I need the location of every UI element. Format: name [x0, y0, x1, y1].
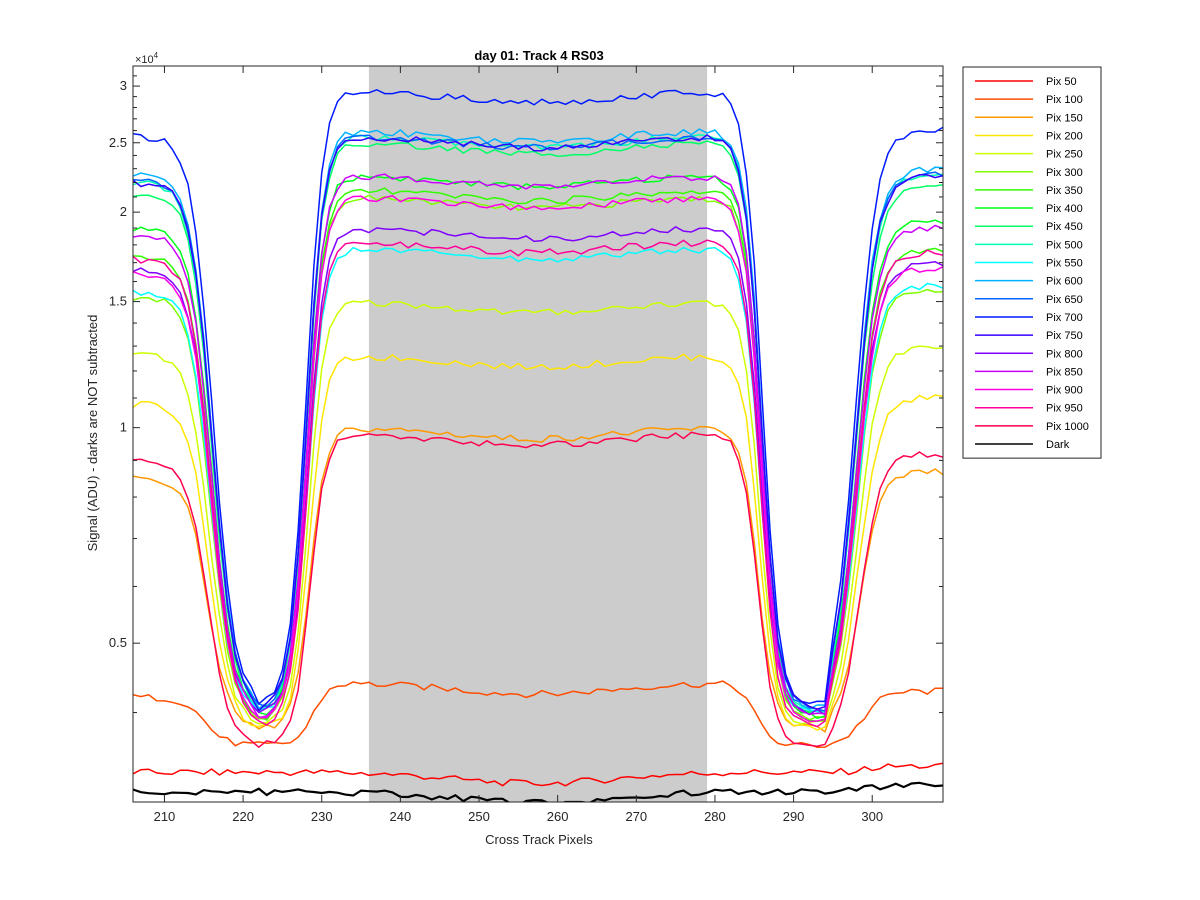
x-tick-label: 220 — [232, 809, 254, 824]
legend: Pix 50 Pix 100 Pix 150 Pix 200 Pix 250 Pix 30… — [962, 66, 1102, 459]
legend-label: Pix 100 — [1046, 94, 1083, 106]
legend-label: Pix 300 — [1046, 167, 1083, 179]
legend-label: Dark — [1046, 439, 1070, 451]
axes-box — [132, 65, 944, 803]
series-line-pix-750 — [133, 133, 943, 712]
x-tick-label: 240 — [390, 809, 412, 824]
series-line-pix-700 — [133, 88, 943, 706]
series-line-dark — [133, 781, 943, 802]
legend-label: Pix 450 — [1046, 221, 1083, 233]
x-tick-label: 260 — [547, 809, 569, 824]
x-axis-label: Cross Track Pixels — [485, 832, 593, 847]
y-tick-label: 3 — [120, 78, 127, 93]
legend-label: Pix 150 — [1046, 112, 1083, 124]
legend-label: Pix 200 — [1046, 130, 1083, 142]
x-tick-label: 250 — [468, 809, 490, 824]
x-tick-label: 300 — [861, 809, 883, 824]
series-lines — [133, 88, 943, 802]
legend-label: Pix 750 — [1046, 330, 1083, 342]
y-exponent-base: ×10 — [135, 54, 154, 66]
series-line-pix-650 — [133, 134, 943, 712]
legend-label: Pix 600 — [1046, 276, 1083, 288]
y-tick-label: 0.5 — [109, 635, 127, 650]
series-line-pix-150 — [133, 425, 943, 733]
x-tick-label: 230 — [311, 809, 333, 824]
y-tick-label: 1.5 — [109, 294, 127, 309]
legend-label: Pix 250 — [1046, 149, 1083, 161]
legend-label: Pix 850 — [1046, 366, 1083, 378]
y-tick-label: 2 — [120, 204, 127, 219]
series-line-pix-850 — [133, 173, 943, 719]
series-line-pix-900 — [133, 194, 943, 723]
chart-title: day 01: Track 4 RS03 — [474, 48, 603, 63]
y-tick-label: 2.5 — [109, 135, 127, 150]
legend-label: Pix 50 — [1046, 76, 1077, 88]
legend-label: Pix 650 — [1046, 294, 1083, 306]
plot-area: 210 220 230 240 250 260 270 280 290 300 0.5 1 1.5 2 2.… — [109, 65, 944, 824]
x-tick-label: 290 — [783, 809, 805, 824]
legend-label: Pix 550 — [1046, 258, 1083, 270]
x-tick-label: 280 — [704, 809, 726, 824]
y-exponent-label: ×104 — [135, 51, 159, 66]
series-line-pix-1000 — [133, 431, 943, 749]
x-tick-label: 210 — [154, 809, 176, 824]
legend-label: Pix 350 — [1046, 185, 1083, 197]
legend-label: Pix 950 — [1046, 403, 1083, 415]
legend-label: Pix 400 — [1046, 203, 1083, 215]
series-line-pix-200 — [133, 353, 943, 731]
y-exponent-power: 4 — [154, 51, 159, 60]
series-line-pix-350 — [133, 187, 943, 722]
legend-label: Pix 800 — [1046, 348, 1083, 360]
y-tick-label: 1 — [120, 420, 127, 435]
x-tick-label: 270 — [625, 809, 647, 824]
series-line-pix-50 — [133, 762, 943, 787]
series-line-pix-950 — [133, 239, 943, 728]
legend-label: Pix 700 — [1046, 312, 1083, 324]
legend-label: Pix 500 — [1046, 239, 1083, 251]
legend-label: Pix 1000 — [1046, 421, 1089, 433]
legend-label: Pix 900 — [1046, 385, 1083, 397]
shaded-region — [368, 66, 708, 802]
svg-text:×104: ×104 — [135, 51, 159, 66]
y-axis-label: Signal (ADU) - darks are NOT subtracted — [85, 315, 100, 552]
